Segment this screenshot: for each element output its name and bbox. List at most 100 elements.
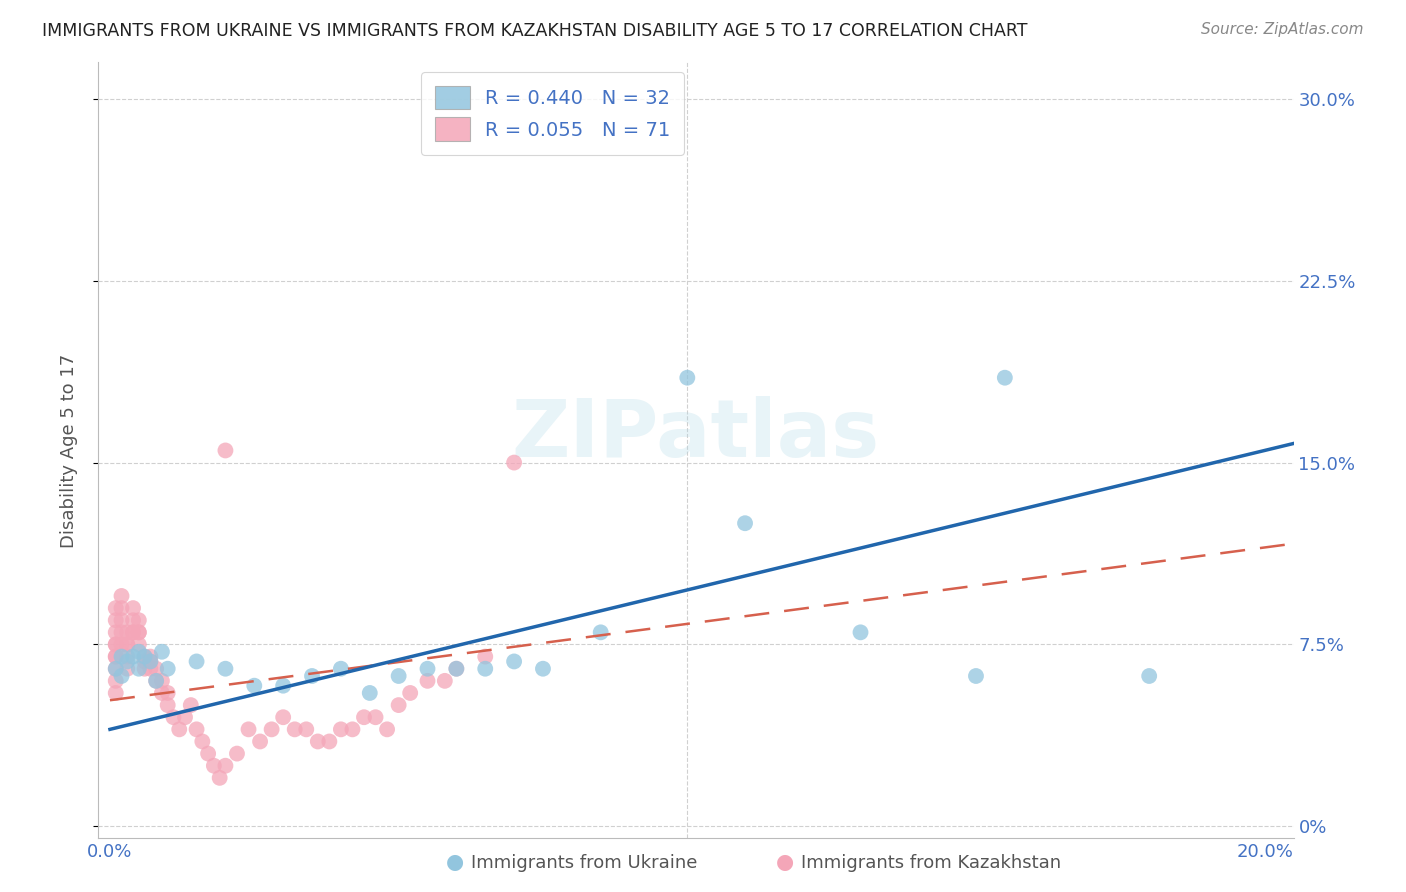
Point <box>162 710 184 724</box>
Point <box>271 710 294 724</box>
Point <box>589 625 612 640</box>
Point <box>104 637 127 651</box>
Point <box>416 673 439 688</box>
Point <box>134 655 156 669</box>
Point <box>503 456 526 470</box>
Text: ZIPatlas: ZIPatlas <box>512 396 880 474</box>
Point <box>110 601 132 615</box>
Point <box>329 662 352 676</box>
Point <box>104 625 127 640</box>
Point <box>186 723 208 737</box>
Point <box>150 645 173 659</box>
Point <box>134 649 156 664</box>
Point <box>191 734 214 748</box>
Point <box>134 662 156 676</box>
Point <box>117 637 139 651</box>
Point <box>104 613 127 627</box>
Point <box>226 747 249 761</box>
Point <box>104 637 127 651</box>
Point <box>156 662 179 676</box>
Point <box>284 723 307 737</box>
Point <box>128 645 150 659</box>
Point <box>156 686 179 700</box>
Point <box>128 662 150 676</box>
Point <box>474 649 496 664</box>
Point <box>104 649 127 664</box>
Point <box>117 649 139 664</box>
Point <box>307 734 329 748</box>
Text: Source: ZipAtlas.com: Source: ZipAtlas.com <box>1201 22 1364 37</box>
Point <box>128 625 150 640</box>
Point <box>104 601 127 615</box>
Point <box>145 673 167 688</box>
Point <box>117 662 139 676</box>
Point <box>202 758 225 772</box>
Point <box>110 589 132 603</box>
Point <box>174 710 197 724</box>
Point <box>128 625 150 640</box>
Point <box>122 613 145 627</box>
Point <box>214 758 236 772</box>
Point <box>145 662 167 676</box>
Point <box>433 673 456 688</box>
Point <box>301 669 323 683</box>
Point <box>104 662 127 676</box>
Point <box>117 625 139 640</box>
Text: Immigrants from Ukraine: Immigrants from Ukraine <box>471 855 697 872</box>
Point <box>156 698 179 712</box>
Point <box>342 723 364 737</box>
Point <box>150 673 173 688</box>
Point <box>186 655 208 669</box>
Point <box>110 669 132 683</box>
Point <box>122 601 145 615</box>
Point <box>359 686 381 700</box>
Legend: R = 0.440   N = 32, R = 0.055   N = 71: R = 0.440 N = 32, R = 0.055 N = 71 <box>420 72 685 154</box>
Point <box>208 771 231 785</box>
Point <box>110 625 132 640</box>
Point <box>416 662 439 676</box>
Point <box>676 370 699 384</box>
Point <box>531 662 554 676</box>
Point <box>260 723 283 737</box>
Point <box>446 662 468 676</box>
Point <box>117 637 139 651</box>
Point <box>139 662 162 676</box>
Point <box>446 662 468 676</box>
Point <box>375 723 398 737</box>
Point <box>122 625 145 640</box>
Point <box>214 443 236 458</box>
Point <box>271 679 294 693</box>
Point <box>117 655 139 669</box>
Point <box>104 662 127 676</box>
Point <box>965 669 987 683</box>
Text: IMMIGRANTS FROM UKRAINE VS IMMIGRANTS FROM KAZAKHSTAN DISABILITY AGE 5 TO 17 COR: IMMIGRANTS FROM UKRAINE VS IMMIGRANTS FR… <box>42 22 1028 40</box>
Point <box>353 710 375 724</box>
Point <box>197 747 219 761</box>
Point <box>214 662 236 676</box>
Point <box>388 698 411 712</box>
Point <box>128 637 150 651</box>
Point <box>167 723 190 737</box>
Point <box>249 734 271 748</box>
Y-axis label: Disability Age 5 to 17: Disability Age 5 to 17 <box>59 353 77 548</box>
Text: ●: ● <box>446 853 464 872</box>
Point <box>139 649 162 664</box>
Point <box>110 649 132 664</box>
Point <box>145 673 167 688</box>
Point <box>139 655 162 669</box>
Point <box>318 734 340 748</box>
Point <box>364 710 387 724</box>
Point <box>104 649 127 664</box>
Point <box>474 662 496 676</box>
Point <box>180 698 202 712</box>
Point <box>150 686 173 700</box>
Point <box>295 723 318 737</box>
Point <box>734 516 756 531</box>
Point <box>110 613 132 627</box>
Point <box>503 655 526 669</box>
Point <box>104 673 127 688</box>
Point <box>122 625 145 640</box>
Point <box>399 686 422 700</box>
Point <box>134 649 156 664</box>
Point <box>388 669 411 683</box>
